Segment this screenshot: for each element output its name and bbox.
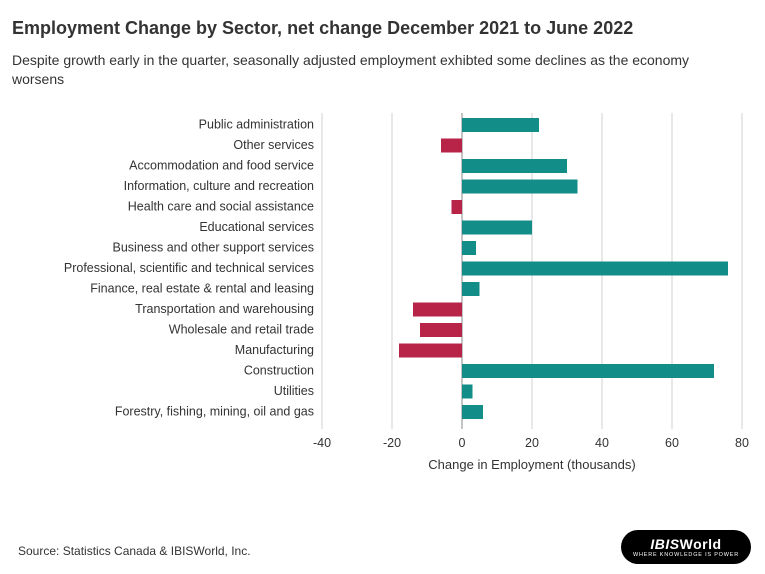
category-label: Wholesale and retail trade (169, 322, 314, 336)
category-label: Finance, real estate & rental and leasin… (90, 281, 314, 295)
category-label: Public administration (199, 117, 314, 131)
logo-tagline: WHERE KNOWLEDGE IS POWER (633, 552, 739, 558)
x-tick-label: 60 (665, 436, 679, 450)
bar (462, 364, 714, 378)
bar (462, 241, 476, 255)
bar (462, 179, 578, 193)
source-text: Source: Statistics Canada & IBISWorld, I… (18, 544, 251, 558)
x-tick-label: 0 (459, 436, 466, 450)
category-label: Manufacturing (235, 343, 314, 357)
bar (420, 323, 462, 337)
chart-area: -40 -20 0 20 40 60 80 Public administration Othe… (12, 107, 752, 487)
category-label: Business and other support services (113, 240, 315, 254)
bar (462, 159, 567, 173)
x-tick-label: 80 (735, 436, 749, 450)
ibisworld-logo: IBISWorld WHERE KNOWLEDGE IS POWER (621, 530, 751, 564)
category-label: Utilities (274, 384, 314, 398)
chart-title: Employment Change by Sector, net change … (12, 18, 753, 39)
bar (462, 220, 532, 234)
category-label: Educational services (199, 220, 314, 234)
category-label: Professional, scientific and technical s… (64, 261, 314, 275)
bar (462, 282, 480, 296)
category-label: Information, culture and recreation (124, 179, 314, 193)
bar (462, 405, 483, 419)
bar (399, 343, 462, 357)
category-label: Construction (244, 363, 314, 377)
category-label: Other services (233, 138, 314, 152)
bar (462, 384, 473, 398)
category-label: Forestry, fishing, mining, oil and gas (115, 404, 314, 418)
bar (452, 200, 463, 214)
category-label: Transportation and warehousing (135, 302, 314, 316)
category-label: Accommodation and food service (129, 158, 314, 172)
category-label: Health care and social assistance (128, 199, 314, 213)
x-axis-title: Change in Employment (thousands) (428, 457, 635, 472)
x-tick-label: 40 (595, 436, 609, 450)
x-tick-label: -40 (313, 436, 331, 450)
chart-subtitle: Despite growth early in the quarter, sea… (12, 51, 692, 89)
x-tick-label: -20 (383, 436, 401, 450)
bar (462, 118, 539, 132)
bar (413, 302, 462, 316)
bar-chart: -40 -20 0 20 40 60 80 Public administration Othe… (12, 107, 752, 487)
bar (441, 138, 462, 152)
bar (462, 261, 728, 275)
x-tick-label: 20 (525, 436, 539, 450)
